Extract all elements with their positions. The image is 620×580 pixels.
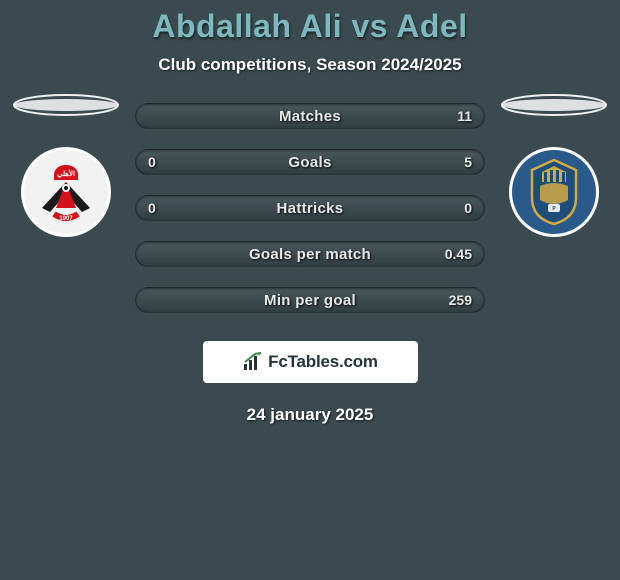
player2-name: Adel	[396, 8, 467, 44]
brand-badge[interactable]: FcTables.com	[203, 341, 418, 383]
stat-row-gpm: Goals per match 0.45	[135, 241, 485, 267]
stat-label: Goals	[288, 154, 331, 171]
team2-crest: P	[509, 147, 599, 237]
stat-right-value: 5	[464, 154, 472, 170]
eagle-crest-icon: الأهلي 1907	[24, 150, 108, 234]
team1-crest: الأهلي 1907	[21, 147, 111, 237]
stat-right-value: 0.45	[445, 246, 472, 262]
player1-name: Abdallah Ali	[152, 8, 342, 44]
stat-row-goals: 0 Goals 5	[135, 149, 485, 175]
stat-right-value: 0	[464, 200, 472, 216]
svg-text:1907: 1907	[59, 216, 73, 222]
stat-left-value: 0	[148, 200, 156, 216]
stat-label: Min per goal	[264, 292, 356, 309]
stat-right-value: 259	[449, 292, 472, 308]
stat-row-hattricks: 0 Hattricks 0	[135, 195, 485, 221]
left-team-column: الأهلي 1907	[6, 93, 126, 237]
subtitle: Club competitions, Season 2024/2025	[0, 55, 620, 75]
stat-right-value: 11	[457, 108, 472, 124]
chart-icon	[242, 352, 264, 372]
pharaoh-shield-icon: P	[512, 150, 596, 234]
right-team-column: P	[494, 93, 614, 237]
stat-row-matches: Matches 11	[135, 103, 485, 129]
stat-label: Goals per match	[249, 246, 371, 263]
stat-rows: Matches 11 0 Goals 5 0 Hattricks 0 Goals…	[135, 103, 485, 313]
vs-text: vs	[351, 8, 388, 44]
brand-name: FcTables.com	[268, 352, 378, 372]
stat-label: Hattricks	[277, 200, 344, 217]
comparison-card: Abdallah Ali vs Adel Club competitions, …	[0, 0, 620, 425]
stat-left-value: 0	[148, 154, 156, 170]
swoosh-icon	[500, 93, 608, 117]
date-text: 24 january 2025	[0, 405, 620, 425]
stat-label: Matches	[279, 108, 341, 125]
stats-area: الأهلي 1907	[0, 103, 620, 425]
swoosh-icon	[12, 93, 120, 117]
page-title: Abdallah Ali vs Adel	[0, 8, 620, 45]
stat-row-mpg: Min per goal 259	[135, 287, 485, 313]
